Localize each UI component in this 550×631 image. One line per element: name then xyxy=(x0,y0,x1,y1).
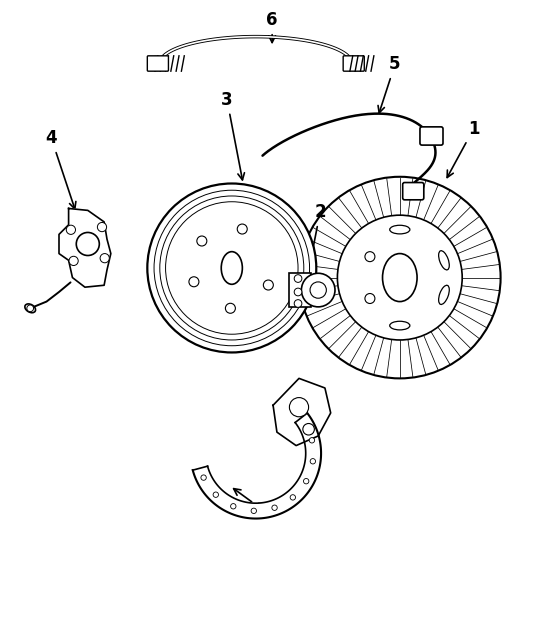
FancyBboxPatch shape xyxy=(420,127,443,145)
Circle shape xyxy=(294,288,302,296)
Text: 6: 6 xyxy=(266,11,278,42)
Circle shape xyxy=(100,254,109,262)
Circle shape xyxy=(365,293,375,304)
Circle shape xyxy=(147,184,316,353)
Circle shape xyxy=(303,423,315,435)
Circle shape xyxy=(309,438,315,443)
Circle shape xyxy=(294,300,302,307)
Circle shape xyxy=(197,236,207,246)
Polygon shape xyxy=(273,379,331,445)
Circle shape xyxy=(76,232,100,256)
Circle shape xyxy=(290,495,295,500)
Circle shape xyxy=(310,459,316,464)
Text: 4: 4 xyxy=(46,129,76,209)
Circle shape xyxy=(189,277,199,286)
Circle shape xyxy=(301,273,335,307)
Circle shape xyxy=(337,215,462,340)
FancyBboxPatch shape xyxy=(147,56,168,71)
Circle shape xyxy=(27,305,34,312)
Circle shape xyxy=(304,478,309,484)
Circle shape xyxy=(349,57,362,71)
FancyBboxPatch shape xyxy=(289,273,311,307)
Circle shape xyxy=(237,224,248,234)
Ellipse shape xyxy=(439,251,449,270)
Circle shape xyxy=(251,508,256,514)
Text: 2: 2 xyxy=(307,203,326,266)
Circle shape xyxy=(213,492,218,497)
Polygon shape xyxy=(59,208,111,287)
Circle shape xyxy=(201,475,206,480)
Ellipse shape xyxy=(439,285,449,304)
Circle shape xyxy=(289,398,309,417)
Ellipse shape xyxy=(382,254,417,302)
Circle shape xyxy=(97,223,107,232)
FancyBboxPatch shape xyxy=(343,56,364,71)
Ellipse shape xyxy=(25,304,36,313)
Circle shape xyxy=(365,252,375,262)
Circle shape xyxy=(230,504,236,509)
Circle shape xyxy=(149,57,163,71)
FancyBboxPatch shape xyxy=(403,182,424,200)
Ellipse shape xyxy=(390,321,410,330)
Text: 5: 5 xyxy=(378,56,401,113)
Circle shape xyxy=(294,274,302,283)
Text: 3: 3 xyxy=(221,91,244,180)
Circle shape xyxy=(226,304,235,313)
Polygon shape xyxy=(192,413,321,519)
Circle shape xyxy=(67,225,75,234)
Circle shape xyxy=(272,505,277,510)
Text: 7: 7 xyxy=(234,488,268,519)
Circle shape xyxy=(69,256,78,266)
Ellipse shape xyxy=(390,225,410,234)
Text: 1: 1 xyxy=(447,120,480,177)
Ellipse shape xyxy=(221,252,243,285)
Circle shape xyxy=(263,280,273,290)
